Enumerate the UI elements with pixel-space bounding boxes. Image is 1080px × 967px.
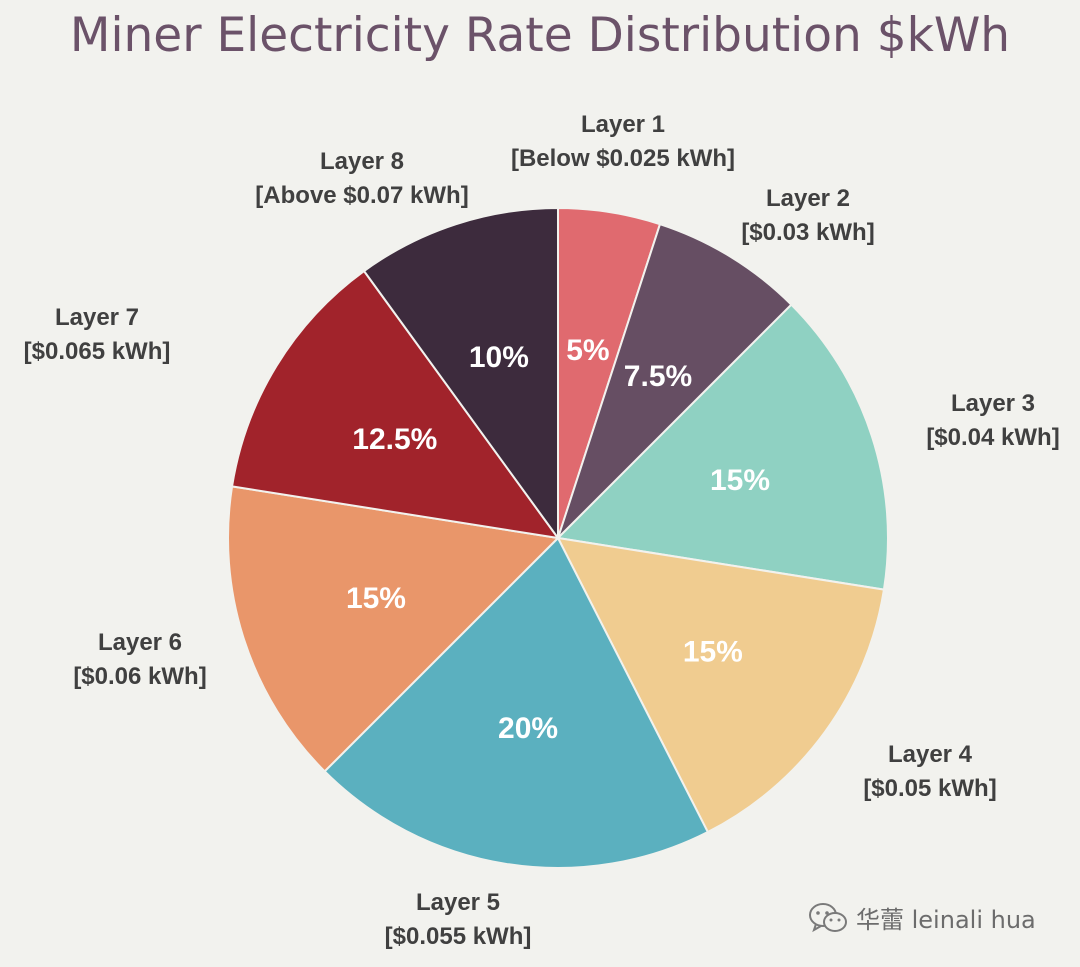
category-label-layer-5: Layer 5 [$0.055 kWh] [385, 889, 532, 950]
category-label-layer-6: Layer 6 [$0.06 kWh] [73, 629, 206, 690]
pie-slice-layer-7 [230, 269, 561, 540]
chart-title: Miner Electricity Rate Distribution $kWh [69, 8, 1011, 63]
watermark-text: 华蕾 leinali hua [856, 906, 1036, 934]
pie-slices [227, 206, 889, 869]
watermark: 华蕾 leinali hua [808, 900, 1036, 935]
percent-label-layer-6: 15% [346, 582, 406, 615]
pie-slice-layer-3 [555, 303, 889, 591]
percent-label-layer-5: 20% [498, 712, 558, 745]
percent-label-layer-2: 7.5% [624, 360, 692, 393]
category-label-layer-7: Layer 7 [$0.065 kWh] [24, 304, 171, 365]
pie-slice-layer-8 [362, 206, 559, 542]
percent-label-layer-8: 10% [469, 341, 529, 374]
category-labels: Layer 1 [Below $0.025 kWh]Layer 2 [$0.03 k… [24, 111, 1060, 950]
pie-slice-layer-4 [556, 536, 886, 834]
category-label-layer-2: Layer 2 [$0.03 kWh] [741, 185, 874, 246]
percent-label-layer-1: 5% [566, 334, 609, 367]
category-label-layer-4: Layer 4 [$0.05 kWh] [863, 741, 996, 802]
category-label-layer-3: Layer 3 [$0.04 kWh] [926, 390, 1059, 451]
wechat-icon [809, 902, 847, 932]
category-label-layer-1: Layer 1 [Below $0.025 kWh] [511, 111, 735, 172]
pie-slice-layer-6 [227, 485, 561, 773]
category-label-layer-8: Layer 8 [Above $0.07 kWh] [255, 148, 468, 209]
pie-slice-layer-5 [323, 536, 710, 869]
percent-label-layer-4: 15% [683, 636, 743, 669]
percent-label-layer-3: 15% [710, 464, 770, 497]
pie-slice-layer-2 [557, 222, 793, 539]
percent-label-layer-7: 12.5% [352, 423, 437, 456]
percent-labels: 5% 7.5% 15% 15% 20% 15% 12.5% 10% [346, 334, 770, 745]
